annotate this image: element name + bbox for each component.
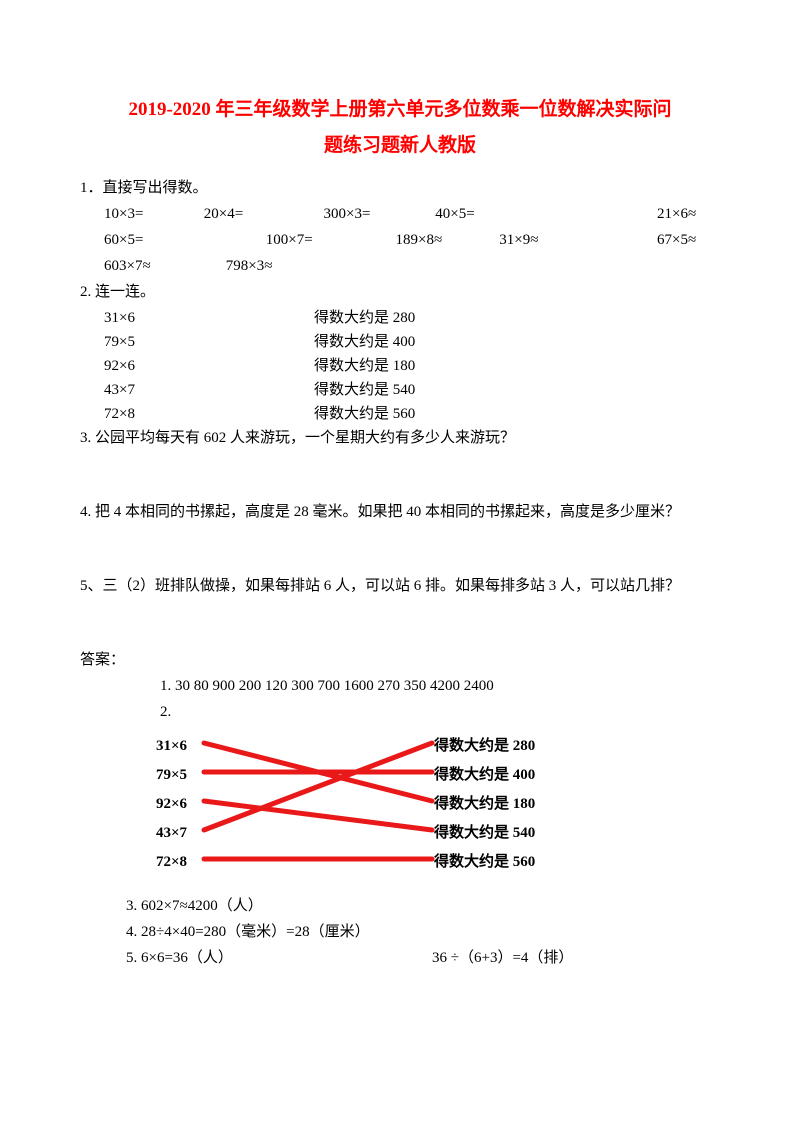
q2-label: 2. 连一连。 <box>80 280 720 304</box>
answers-label: 答案： <box>80 648 720 672</box>
q2-row: 72×8得数大约是 560 <box>80 402 720 426</box>
q1-label: 1．直接写出得数。 <box>80 176 720 200</box>
answer-5: 5. 6×6=36（人） 36 ÷（6+3）=4（排） <box>80 946 720 970</box>
q5-text: 5、三（2）班排队做操，如果每排站 6 人，可以站 6 排。如果每排多站 3 人… <box>80 574 720 598</box>
answer-4: 4. 28÷4×40=280（毫米）=28（厘米） <box>80 920 720 944</box>
diagram-right-label: 得数大约是 400 <box>434 763 535 787</box>
q2-row: 31×6得数大约是 280 <box>80 306 720 330</box>
answer-2-label: 2. <box>160 700 720 724</box>
q3-text: 3. 公园平均每天有 602 人来游玩，一个星期大约有多少人来游玩？ <box>80 426 720 450</box>
matching-diagram: 31×6 79×5 92×6 43×7 72×8 得数大约是 280 得数大约是 400 得数… <box>156 734 596 884</box>
answer-3: 3. 602×7≈4200（人） <box>80 894 720 918</box>
diagram-left-label: 72×8 <box>156 850 187 874</box>
diagram-right-label: 得数大约是 540 <box>434 821 535 845</box>
diagram-left-label: 43×7 <box>156 821 187 845</box>
q1-row3: 603×7≈ 798×3≈ <box>80 254 720 278</box>
diagram-right-label: 得数大约是 280 <box>434 734 535 758</box>
diagram-right-label: 得数大约是 180 <box>434 792 535 816</box>
page-title-line1: 2019-2020 年三年级数学上册第六单元多位数乘一位数解决实际问 <box>80 95 720 125</box>
diagram-left-label: 79×5 <box>156 763 187 787</box>
q2-row: 92×6得数大约是 180 <box>80 354 720 378</box>
page-title-line2: 题练习题新人教版 <box>80 131 720 161</box>
q1-row2: 60×5= 100×7= 189×8≈ 31×9≈ 67×5≈ <box>80 228 720 252</box>
q2-row: 79×5得数大约是 400 <box>80 330 720 354</box>
diagram-left-label: 31×6 <box>156 734 187 758</box>
diagram-right-label: 得数大约是 560 <box>434 850 535 874</box>
answer-1: 1. 30 80 900 200 120 300 700 1600 270 35… <box>160 674 720 698</box>
q4-text: 4. 把 4 本相同的书摞起，高度是 28 毫米。如果把 40 本相同的书摞起来… <box>80 500 720 524</box>
q1-row1: 10×3= 20×4= 300×3= 40×5= 21×6≈ <box>80 202 720 226</box>
diagram-left-label: 92×6 <box>156 792 187 816</box>
q2-row: 43×7得数大约是 540 <box>80 378 720 402</box>
